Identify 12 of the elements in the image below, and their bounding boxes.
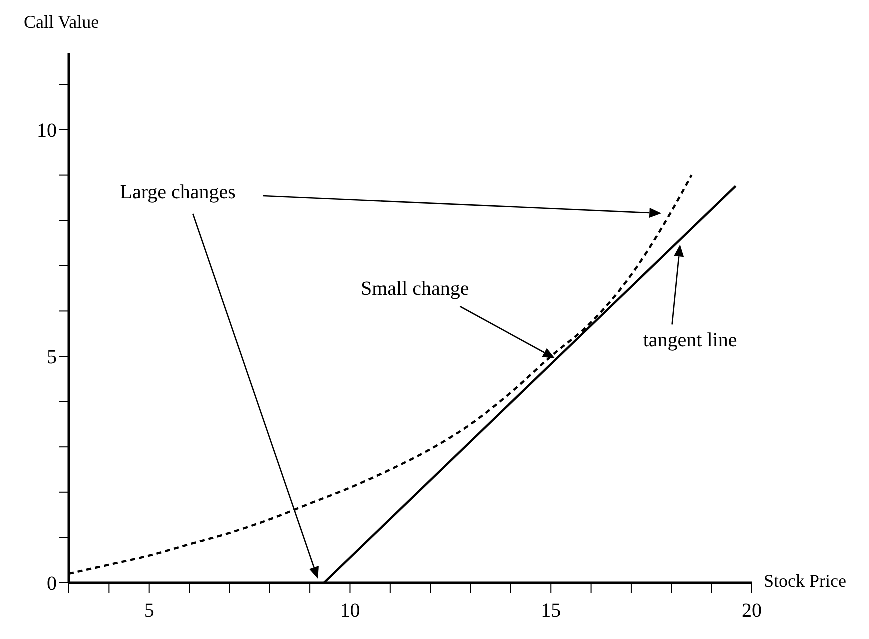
x-tick-label: 5 [144, 600, 154, 622]
annotation: Large changes [120, 182, 236, 204]
x-tick-label: 15 [541, 600, 562, 622]
y-tick-label: 5 [47, 346, 57, 369]
x-tick-label: 10 [340, 600, 360, 622]
y-axis-title: Call Value [24, 12, 100, 33]
y-tick-label: 10 [37, 120, 57, 142]
annotation: Small change [360, 278, 470, 300]
y-tick-label: 0 [47, 573, 57, 596]
x-axis-title: Stock Price [764, 571, 846, 592]
x-tick-label: 20 [742, 600, 762, 622]
annotation: tangent line [643, 329, 738, 352]
